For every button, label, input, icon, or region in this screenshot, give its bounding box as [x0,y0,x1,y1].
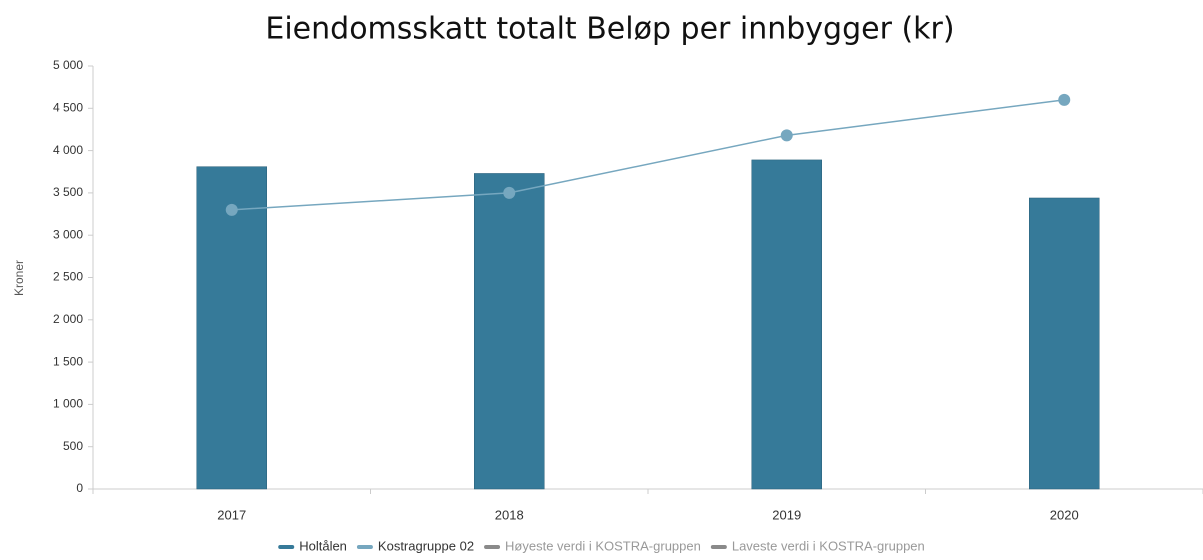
line-point [1058,93,1071,106]
legend-swatch [278,545,295,549]
bar [1029,197,1100,490]
y-tick-label: 4 000 [53,143,83,157]
x-tick-label: 2020 [1050,507,1079,522]
line [231,99,1065,211]
y-tick-label: 500 [63,439,83,453]
chart-title: Eiendomsskatt totalt Beløp per innbygger… [265,12,954,47]
legend-swatch [484,545,501,549]
bar [196,166,267,490]
y-tick-label: 1 000 [53,397,83,411]
legend-swatch [356,545,373,549]
legend-label[interactable]: Holtålen [299,538,347,553]
legend-label[interactable]: Høyeste verdi i KOSTRA-gruppen [505,538,701,553]
bar [751,159,822,490]
y-tick-label: 1 500 [53,354,83,368]
bar [474,173,545,490]
y-tick-label: 5 000 [53,58,83,72]
legend-swatch [710,545,727,549]
line-point [225,203,238,216]
line-point [780,129,793,142]
y-axis-label: Kroner [12,260,26,296]
x-tick-label: 2018 [495,507,524,522]
legend-label[interactable]: Kostragruppe 02 [378,538,474,553]
y-tick-label: 2 500 [53,270,83,284]
legend: Holtålen Kostragruppe 02 Høyeste verdi i K… [278,538,925,553]
x-tick-label: 2019 [772,507,801,522]
legend-label[interactable]: Laveste verdi i KOSTRA-gruppen [732,538,925,553]
x-tick-label: 2017 [217,507,246,522]
y-tick-label: 3 000 [53,227,83,241]
y-tick-label: 3 500 [53,185,83,199]
y-tick-label: 4 500 [53,100,83,114]
line-point [503,186,516,199]
y-tick-label: 0 [76,481,83,495]
y-tick-label: 2 000 [53,312,83,326]
